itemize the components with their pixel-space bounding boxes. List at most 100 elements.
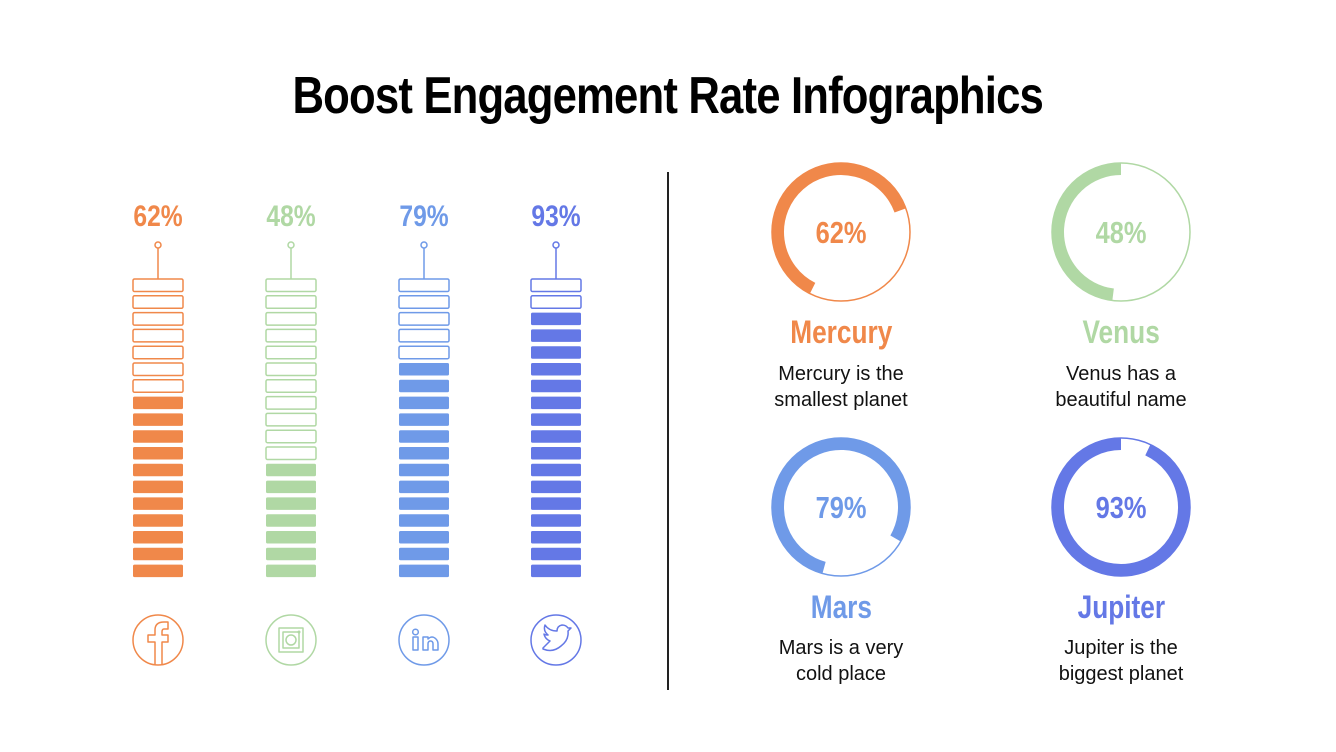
bar-segment-filled <box>531 531 581 544</box>
bar-segment-filled <box>531 379 581 393</box>
bar-segment-empty <box>132 345 184 360</box>
planet-name-jupiter: Jupiter <box>1077 589 1165 625</box>
planet-desc-venus: Venus has a beautiful name <box>1055 363 1187 411</box>
donut-percent-label: 93% <box>1095 490 1147 525</box>
instagram-dot-icon <box>297 630 301 634</box>
donut-percent-label: 48% <box>1095 215 1147 250</box>
bar-segment-empty <box>265 328 317 343</box>
bar-segment-filled <box>399 413 449 426</box>
bar-segment-empty <box>132 362 184 377</box>
bar-pin-head <box>287 241 295 249</box>
bar-segment-filled <box>266 497 316 510</box>
bar-segment-empty <box>132 295 184 310</box>
planet-name-mercury: Mercury <box>789 314 893 350</box>
bar-segment-empty <box>398 311 450 326</box>
bar-segment-empty <box>265 295 317 310</box>
donut-percent-label: 62% <box>815 215 867 250</box>
donut-percent-label: 79% <box>815 490 867 525</box>
planet-name-venus: Venus <box>1082 314 1160 350</box>
bar-segment-filled <box>399 531 449 544</box>
bar-segment-empty <box>265 395 317 410</box>
bar-percent-label: 48% <box>266 200 316 233</box>
bar-percent-label: 79% <box>399 200 449 233</box>
bar-segment-filled <box>531 447 581 460</box>
bar-segment-empty <box>398 345 450 360</box>
bar-segment-filled <box>399 547 449 561</box>
twitter-icon-circle <box>530 614 582 666</box>
bar-segment-filled <box>133 413 183 426</box>
linkedin-dot-icon <box>411 628 420 636</box>
bar-segment-filled <box>531 547 581 561</box>
bar-pin-head <box>420 241 428 249</box>
bar-segment-filled <box>266 547 316 561</box>
bar-segment-filled <box>399 564 449 578</box>
bar-segment-empty <box>398 295 450 310</box>
bar-segment-filled <box>399 379 449 393</box>
bar-segment-empty <box>265 362 317 377</box>
bar-segment-empty <box>265 311 317 326</box>
bar-segment-empty <box>265 446 317 461</box>
bar-segment-filled <box>531 396 581 410</box>
bar-pin-head <box>552 241 560 249</box>
bar-segment-filled <box>531 497 581 510</box>
bar-segment-filled <box>399 514 449 527</box>
donut-progress-arc <box>1052 163 1122 301</box>
donut-progress-arc <box>1052 438 1190 576</box>
bar-segment-empty <box>265 429 317 444</box>
bar-segment-filled <box>133 497 183 510</box>
twitter-icon <box>542 624 572 652</box>
bar-segment-filled <box>266 514 316 527</box>
bar-segment-empty <box>132 311 184 326</box>
page-title: Boost Engagement Rate Infographics <box>0 66 1336 126</box>
bar-segment-empty <box>265 379 317 394</box>
bar-segment-filled <box>399 447 449 460</box>
bar-segment-filled <box>531 329 581 342</box>
bar-segment-filled <box>399 430 449 443</box>
bar-segment-filled <box>531 413 581 426</box>
instagram-icon-circle <box>265 614 317 666</box>
bar-segment-filled <box>531 514 581 527</box>
planet-name-mars: Mars <box>810 589 872 625</box>
bar-segment-filled <box>133 547 183 561</box>
bar-percent-label: 62% <box>133 200 183 233</box>
bar-segment-filled <box>133 531 183 544</box>
instagram-icon <box>278 627 304 653</box>
bar-segment-empty <box>398 328 450 343</box>
bar-segment-filled <box>531 480 581 494</box>
bar-segment-filled <box>399 396 449 410</box>
bar-segment-filled <box>133 430 183 443</box>
bar-segment-filled <box>266 564 316 578</box>
bar-segment-filled <box>531 346 581 359</box>
bar-segment-filled <box>531 312 581 326</box>
bar-segment-filled <box>399 480 449 494</box>
bar-segment-empty <box>265 345 317 360</box>
bar-segment-filled <box>531 430 581 443</box>
bar-segment-empty <box>132 328 184 343</box>
bar-segment-empty <box>265 278 317 293</box>
planet-desc-mars: Mars is a very cold place <box>778 637 904 685</box>
bar-segment-empty <box>398 278 450 293</box>
donut-progress-arc <box>772 163 906 294</box>
bar-segment-filled <box>399 497 449 510</box>
bar-pin-head <box>154 241 162 249</box>
linkedin-icon-circle <box>398 614 450 666</box>
facebook-icon-circle <box>132 614 184 666</box>
bar-segment-filled <box>133 480 183 494</box>
title-text: Boost Engagement Rate Infographics <box>292 67 1044 125</box>
bar-segment-filled <box>133 514 183 527</box>
instagram-lens-icon <box>285 634 297 646</box>
bar-segment-filled <box>399 463 449 477</box>
facebook-icon <box>147 621 169 665</box>
bar-segment-filled <box>531 564 581 578</box>
bar-segment-filled <box>531 463 581 477</box>
bar-segment-filled <box>133 396 183 410</box>
donut-progress-arc <box>772 438 910 574</box>
bar-segment-empty <box>132 379 184 394</box>
bar-segment-filled <box>399 363 449 376</box>
bar-segment-filled <box>531 363 581 376</box>
bar-segment-empty <box>265 412 317 427</box>
bar-segment-filled <box>133 564 183 578</box>
bar-segment-empty <box>132 278 184 293</box>
planet-desc-mercury: Mercury is the smallest planet <box>774 363 908 411</box>
